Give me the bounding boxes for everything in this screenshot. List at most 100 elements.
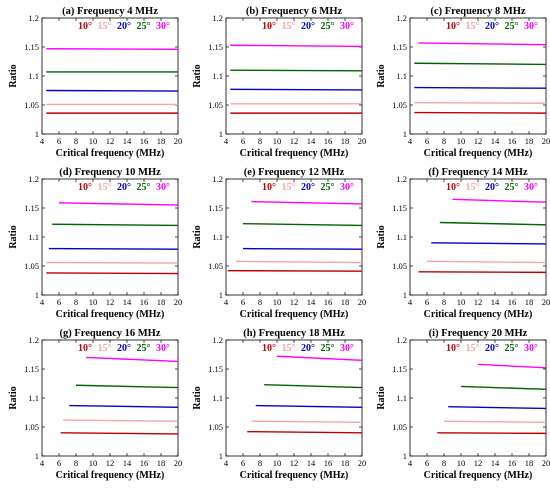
- x-tick-label: 14: [307, 136, 316, 146]
- y-tick-label: 1.1: [212, 71, 223, 81]
- y-tick-label: 1.05: [24, 100, 39, 110]
- series-line-30deg: [477, 363, 547, 369]
- x-tick-label: 8: [442, 297, 446, 307]
- subplot-title: (f) Frequency 14 MHz: [428, 167, 528, 178]
- y-tick-label: 1.1: [212, 232, 223, 242]
- legend-entry: 20°: [301, 182, 315, 193]
- series-line-30deg: [230, 44, 363, 48]
- x-tick-label: 8: [74, 136, 78, 146]
- legend-entry: 25°: [505, 182, 519, 193]
- y-tick-label: 1.2: [212, 13, 223, 23]
- subplot-2: (b) Frequency 6 MHz 4 6 8 10 12 14 16 18 20 1 1.05 1…: [192, 6, 366, 159]
- subplot-4: (d) Frequency 10 MHz 4 6 8 10 12 14 16 18 20 1 1.05…: [8, 167, 182, 320]
- legend-entry: 10°: [446, 343, 460, 354]
- legend-entry: 10°: [262, 21, 276, 32]
- x-tick-label: 18: [157, 458, 166, 468]
- y-tick-label: 1.05: [24, 422, 39, 432]
- legend-entry: 25°: [137, 21, 151, 32]
- x-tick-label: 16: [508, 136, 517, 146]
- legend-entry: 25°: [321, 21, 335, 32]
- x-tick-label: 12: [106, 297, 115, 307]
- x-tick-label: 20: [542, 458, 550, 468]
- subplot-title: (e) Frequency 12 MHz: [244, 167, 345, 178]
- x-tick-label: 16: [508, 458, 517, 468]
- subplot-7: (g) Frequency 16 MHz 4 6 8 10 12 14 16 18 20 1 1.05…: [8, 328, 182, 481]
- y-tick-label: 1.2: [212, 174, 223, 184]
- y-axis-label: Ratio: [8, 64, 19, 87]
- x-axis-label: Critical frequency (MHz): [240, 470, 349, 481]
- series-line-25deg: [242, 222, 363, 227]
- x-tick-label: 8: [442, 136, 446, 146]
- subplot-title: (h) Frequency 18 MHz: [243, 328, 345, 339]
- x-axis-label: Critical frequency (MHz): [424, 309, 533, 320]
- legend: 10° 15° 20° 25° 30°: [446, 21, 538, 32]
- series-line-15deg: [236, 260, 363, 264]
- y-tick-label: 1.05: [392, 422, 407, 432]
- x-axis-label: Critical frequency (MHz): [424, 470, 533, 481]
- series-line-10deg: [418, 271, 547, 274]
- series-line-15deg: [251, 420, 363, 424]
- x-tick-label: 8: [258, 297, 262, 307]
- x-tick-label: 20: [358, 458, 367, 468]
- y-tick-label: 1.2: [28, 174, 39, 184]
- x-tick-label: 18: [525, 297, 534, 307]
- x-tick-label: 20: [542, 136, 550, 146]
- x-tick-label: 20: [174, 297, 183, 307]
- x-tick-label: 10: [89, 136, 98, 146]
- x-tick-label: 6: [57, 136, 61, 146]
- legend: 10° 15° 20° 25° 30°: [78, 182, 170, 193]
- legend-entry: 15°: [466, 343, 480, 354]
- series-line-20deg: [255, 404, 363, 408]
- series-line-20deg: [46, 89, 179, 92]
- series-line-30deg: [418, 42, 547, 46]
- x-tick-label: 16: [324, 136, 333, 146]
- series-line-30deg: [86, 356, 179, 363]
- y-tick-label: 1.1: [28, 393, 39, 403]
- subplot-9: (i) Frequency 20 MHz 4 6 8 10 12 14 16 18 20 1 1.05…: [376, 328, 550, 481]
- y-tick-label: 1: [35, 451, 39, 461]
- series-line-20deg: [242, 247, 363, 250]
- x-axis-label: Critical frequency (MHz): [240, 148, 349, 159]
- series-line-30deg: [276, 355, 363, 361]
- x-tick-label: 12: [290, 136, 299, 146]
- x-tick-label: 12: [290, 458, 299, 468]
- series-line-25deg: [439, 221, 547, 226]
- x-tick-label: 8: [74, 297, 78, 307]
- legend: 10° 15° 20° 25° 30°: [78, 343, 170, 354]
- y-tick-label: 1.15: [24, 364, 39, 374]
- x-tick-label: 6: [241, 297, 245, 307]
- legend-entry: 15°: [282, 182, 296, 193]
- x-tick-label: 4: [224, 136, 229, 146]
- x-tick-label: 16: [508, 297, 517, 307]
- axes-frame: [41, 178, 179, 296]
- series-line-25deg: [414, 62, 547, 66]
- x-tick-label: 20: [358, 297, 367, 307]
- axes-frame: [409, 178, 547, 296]
- x-tick-label: 14: [491, 458, 500, 468]
- x-tick-label: 8: [442, 458, 446, 468]
- subplot-title: (c) Frequency 8 MHz: [430, 6, 525, 17]
- y-tick-label: 1.05: [24, 261, 39, 271]
- legend-entry: 25°: [137, 343, 151, 354]
- y-tick-label: 1.2: [396, 174, 407, 184]
- legend-entry: 10°: [78, 343, 92, 354]
- legend-entry: 20°: [117, 21, 131, 32]
- legend-entry: 15°: [466, 182, 480, 193]
- subplot-title: (i) Frequency 20 MHz: [429, 328, 528, 339]
- x-tick-label: 20: [542, 297, 550, 307]
- series-line-10deg: [247, 430, 363, 434]
- series-line-10deg: [60, 432, 179, 435]
- legend-entry: 30°: [524, 21, 538, 32]
- series-line-25deg: [230, 69, 363, 72]
- x-axis-label: Critical frequency (MHz): [424, 148, 533, 159]
- subplot-1: (a) Frequency 4 MHz 4 6 8 10 12 14 16 18 20 1 1.05 1…: [8, 6, 182, 159]
- x-tick-label: 10: [89, 297, 98, 307]
- x-tick-label: 20: [174, 458, 183, 468]
- x-tick-label: 10: [457, 297, 466, 307]
- x-tick-label: 14: [491, 136, 500, 146]
- y-tick-label: 1.15: [392, 364, 407, 374]
- y-tick-label: 1: [403, 290, 407, 300]
- x-tick-label: 12: [290, 297, 299, 307]
- series-line-25deg: [460, 385, 547, 390]
- x-tick-label: 12: [474, 297, 483, 307]
